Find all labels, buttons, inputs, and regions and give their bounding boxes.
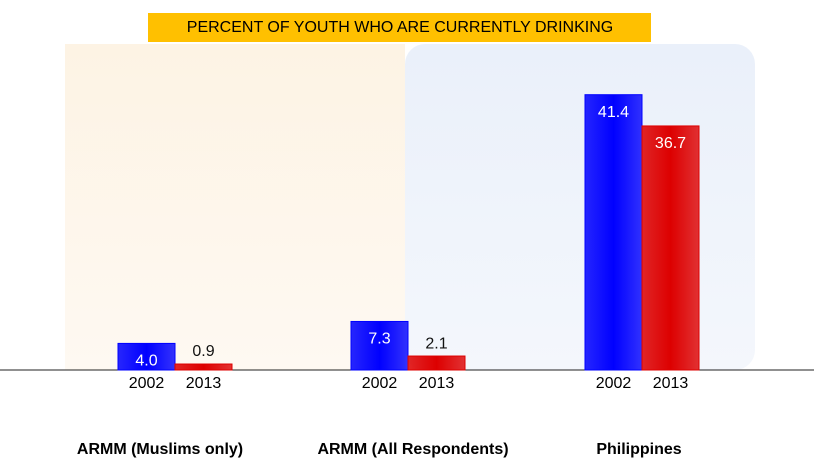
data-label: 2.1: [425, 335, 447, 352]
series-label: 2002: [129, 375, 165, 392]
watermark-right: [405, 44, 755, 370]
data-label: 0.9: [192, 343, 214, 360]
series-label: 2013: [419, 375, 455, 392]
data-label: 41.4: [598, 104, 629, 121]
data-label: 36.7: [655, 135, 686, 152]
data-label: 7.3: [368, 331, 390, 348]
bar: [585, 95, 642, 370]
series-label: 2013: [186, 375, 222, 392]
series-label: 2013: [653, 375, 689, 392]
data-label: 4.0: [135, 353, 157, 370]
category-label: ARMM (Muslims only): [77, 441, 243, 458]
bar: [408, 356, 465, 370]
chart-title: PERCENT OF YOUTH WHO ARE CURRENTLY DRINK…: [187, 19, 613, 36]
series-label: 2002: [362, 375, 398, 392]
chart: PERCENT OF YOUTH WHO ARE CURRENTLY DRINK…: [0, 0, 814, 471]
category-label: ARMM (All Respondents): [317, 441, 508, 458]
bar: [642, 126, 699, 370]
bar: [175, 364, 232, 370]
category-label: Philippines: [596, 441, 681, 458]
series-label: 2002: [596, 375, 632, 392]
